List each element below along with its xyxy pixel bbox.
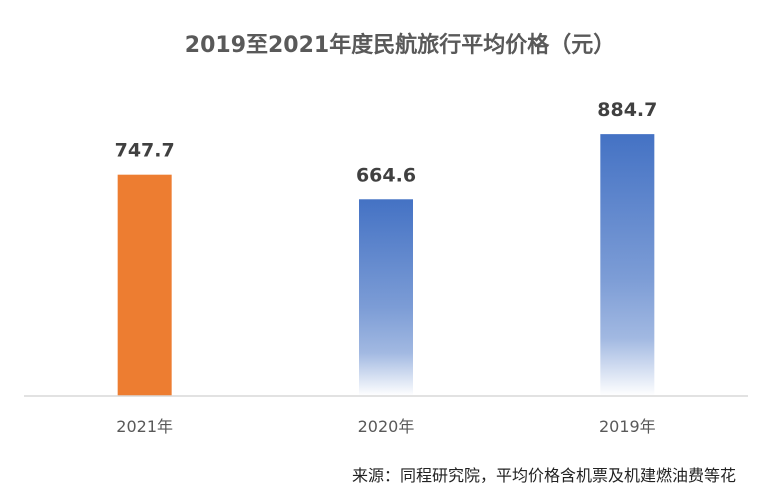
bar-1 [117,174,172,396]
source-note: 来源：同程研究院，平均价格含机票及机建燃油费等花 [351,466,736,485]
chart-title: 2019至2021年度民航旅行平均价格（元） [185,32,615,58]
x-tick-label-3: 2019年 [599,417,656,436]
data-label-2: 664.6 [356,164,416,186]
bar-2 [359,199,413,396]
x-axis-tick-labels: 2021年 2020年 2019年 [116,417,655,436]
x-tick-label-1: 2021年 [116,417,173,436]
x-tick-label-2: 2020年 [358,417,415,436]
bars-layer: 747.7 664.6 884.7 [115,99,657,397]
data-label-1: 747.7 [115,140,175,162]
bar-3 [600,134,655,397]
data-label-3: 884.7 [597,99,657,121]
